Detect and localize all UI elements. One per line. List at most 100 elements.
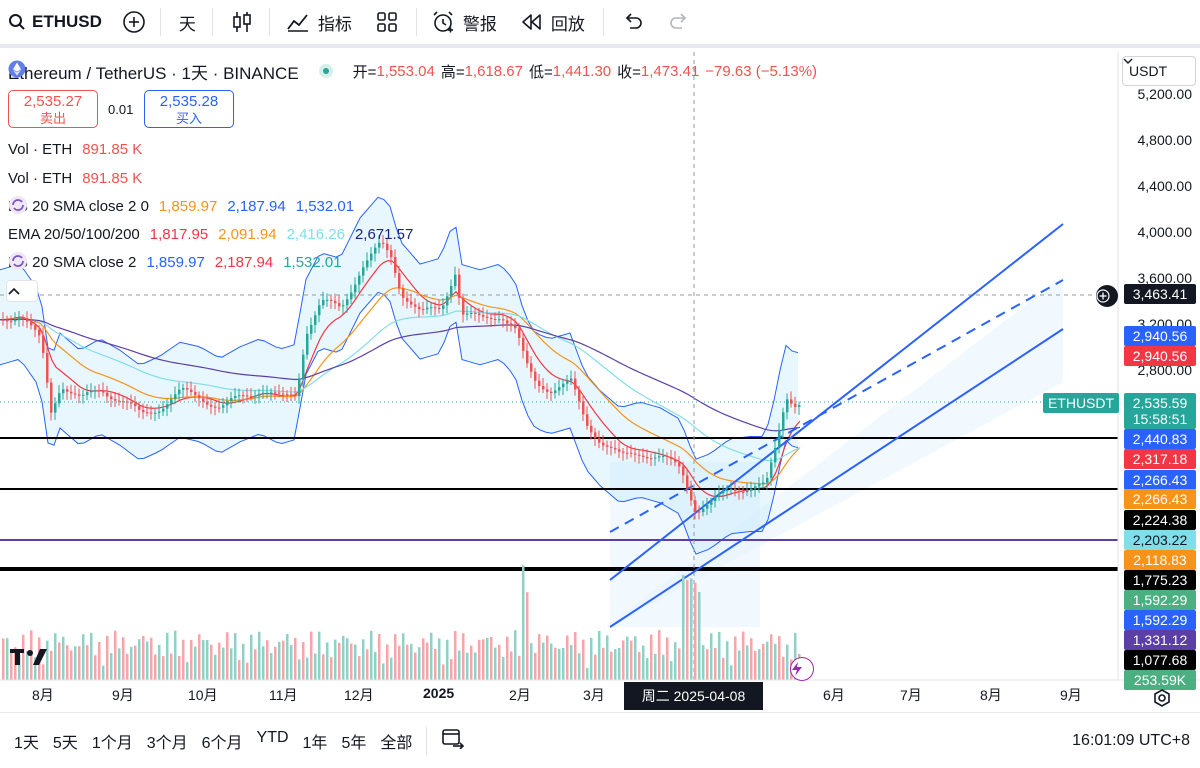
candle-body bbox=[86, 392, 89, 395]
symbol-search-button[interactable]: ETHUSD bbox=[8, 2, 102, 42]
crosshair-date: 周二 2025-04-08 bbox=[641, 688, 746, 704]
candle-body bbox=[618, 449, 621, 452]
chart-pane[interactable]: Ethereum / TetherUS · 1天 · BINANCE 开= 1,5… bbox=[0, 52, 1200, 712]
candle-body bbox=[374, 247, 377, 254]
bollinger-legend-2[interactable]: BB 20 SMA close 2 1,859.97 2,187.94 1,53… bbox=[8, 251, 342, 273]
range-button[interactable]: 5天 bbox=[52, 734, 78, 752]
price-chart-canvas[interactable] bbox=[0, 52, 1200, 712]
candle-body bbox=[542, 385, 545, 390]
indicator-value: 891.85 K bbox=[82, 140, 143, 158]
bollinger-legend-1[interactable]: BB 20 SMA close 2 0 1,859.97 2,187.94 1,… bbox=[8, 195, 354, 217]
volume-bar bbox=[374, 651, 377, 680]
price-level-label: 1,331.12 bbox=[1124, 630, 1196, 650]
undo-button[interactable] bbox=[622, 2, 644, 42]
clock[interactable]: 16:01:09 UTC+8 bbox=[1072, 731, 1190, 749]
candle-body bbox=[438, 307, 441, 310]
volume-bar bbox=[186, 662, 189, 680]
volume-bar bbox=[670, 661, 673, 680]
compare-symbol-button[interactable] bbox=[122, 2, 146, 42]
candle-body bbox=[746, 490, 749, 493]
volume-bar bbox=[354, 644, 357, 680]
candle-body bbox=[670, 456, 673, 459]
range-button[interactable]: 3个月 bbox=[146, 734, 188, 752]
volume-bar bbox=[782, 656, 785, 680]
volume-bar bbox=[478, 639, 481, 680]
volume-bar bbox=[762, 643, 765, 680]
date-range-button[interactable] bbox=[441, 727, 465, 754]
chart-type-button[interactable] bbox=[231, 2, 253, 42]
volume-bar bbox=[650, 634, 653, 680]
volume-legend-2[interactable]: Vol · ETH 891.85 K bbox=[8, 167, 142, 189]
candle-body bbox=[166, 404, 169, 409]
candle-body bbox=[142, 409, 145, 413]
alert-button[interactable]: 警报 bbox=[431, 2, 497, 42]
range-button[interactable]: 6个月 bbox=[201, 734, 243, 752]
price-level-label: 2,118.83 bbox=[1124, 550, 1196, 570]
indicators-button[interactable]: 指标 bbox=[286, 2, 352, 42]
candle-body bbox=[590, 425, 593, 433]
volume-bar bbox=[578, 653, 581, 680]
collapse-legend-button[interactable] bbox=[6, 280, 38, 302]
volume-bar bbox=[270, 653, 273, 680]
candle-body bbox=[350, 292, 353, 300]
volume-bar bbox=[158, 644, 161, 680]
volume-bar bbox=[386, 644, 389, 680]
lightning-button[interactable] bbox=[790, 657, 814, 681]
symbol-legend: Ethereum / TetherUS · 1天 · BINANCE 开= 1,5… bbox=[8, 60, 817, 83]
indicator-value: 1,859.97 bbox=[158, 197, 218, 215]
volume-bar bbox=[726, 641, 729, 680]
volume-bar bbox=[226, 632, 229, 680]
volume-legend-1[interactable]: Vol · ETH 891.85 K bbox=[8, 138, 142, 160]
range-button[interactable]: 5年 bbox=[341, 734, 367, 752]
candle-body bbox=[178, 389, 181, 395]
range-button[interactable]: 全部 bbox=[380, 734, 413, 752]
volume-bar bbox=[198, 634, 201, 680]
candle-body bbox=[714, 496, 717, 502]
volume-bar bbox=[470, 645, 473, 680]
interval-button[interactable]: 天 bbox=[179, 2, 196, 42]
currency-select[interactable]: USDT bbox=[1122, 56, 1196, 86]
candle-body bbox=[194, 391, 197, 396]
buy-button[interactable]: 2,535.28 买入 bbox=[144, 90, 234, 128]
candle-body bbox=[246, 395, 249, 397]
candle-body bbox=[214, 406, 217, 408]
range-buttons: 1天 5天 1个月 3个月 6个月 YTD 1年 5年 全部 bbox=[0, 729, 412, 753]
candle-body bbox=[766, 477, 769, 483]
candle-body bbox=[306, 333, 309, 355]
indicator-name: Vol · ETH bbox=[8, 169, 73, 187]
volume-bar bbox=[490, 637, 493, 680]
add-horizontal-line-button[interactable] bbox=[1096, 285, 1118, 307]
candle-body bbox=[370, 253, 373, 261]
candle-body bbox=[462, 297, 465, 315]
volume-bar bbox=[766, 641, 769, 680]
volume-bar bbox=[630, 640, 633, 680]
volume-bar bbox=[2, 638, 5, 680]
volume-bar bbox=[202, 640, 205, 680]
ema-legend[interactable]: EMA 20/50/100/200 1,817.95 2,091.94 2,41… bbox=[8, 223, 413, 245]
range-button[interactable]: 1年 bbox=[302, 734, 328, 752]
volume-bar bbox=[718, 631, 721, 680]
candle-body bbox=[754, 486, 757, 489]
indicator-value: 2,671.57 bbox=[354, 225, 414, 243]
candle-body bbox=[310, 324, 313, 334]
volume-bar bbox=[522, 565, 525, 680]
candle-body bbox=[650, 458, 653, 460]
range-button[interactable]: 1个月 bbox=[91, 734, 133, 752]
price-level-label: 2,440.83 bbox=[1124, 429, 1196, 449]
candle-body bbox=[102, 390, 105, 393]
volume-bar bbox=[410, 643, 413, 680]
range-button[interactable]: YTD bbox=[256, 728, 289, 746]
range-button[interactable]: 1天 bbox=[14, 734, 39, 752]
redo-button[interactable] bbox=[668, 2, 690, 42]
candle-body bbox=[74, 393, 77, 395]
volume-bar bbox=[166, 632, 169, 680]
sell-button[interactable]: 2,535.27 卖出 bbox=[8, 90, 98, 128]
replay-button[interactable]: 回放 bbox=[521, 2, 585, 42]
indicator-value: 1,817.95 bbox=[149, 225, 209, 243]
layout-button[interactable] bbox=[376, 2, 398, 42]
alarm-clock-icon bbox=[433, 11, 453, 33]
candle-body bbox=[54, 403, 57, 413]
volume-bar bbox=[450, 659, 453, 680]
volume-bar bbox=[610, 651, 613, 680]
